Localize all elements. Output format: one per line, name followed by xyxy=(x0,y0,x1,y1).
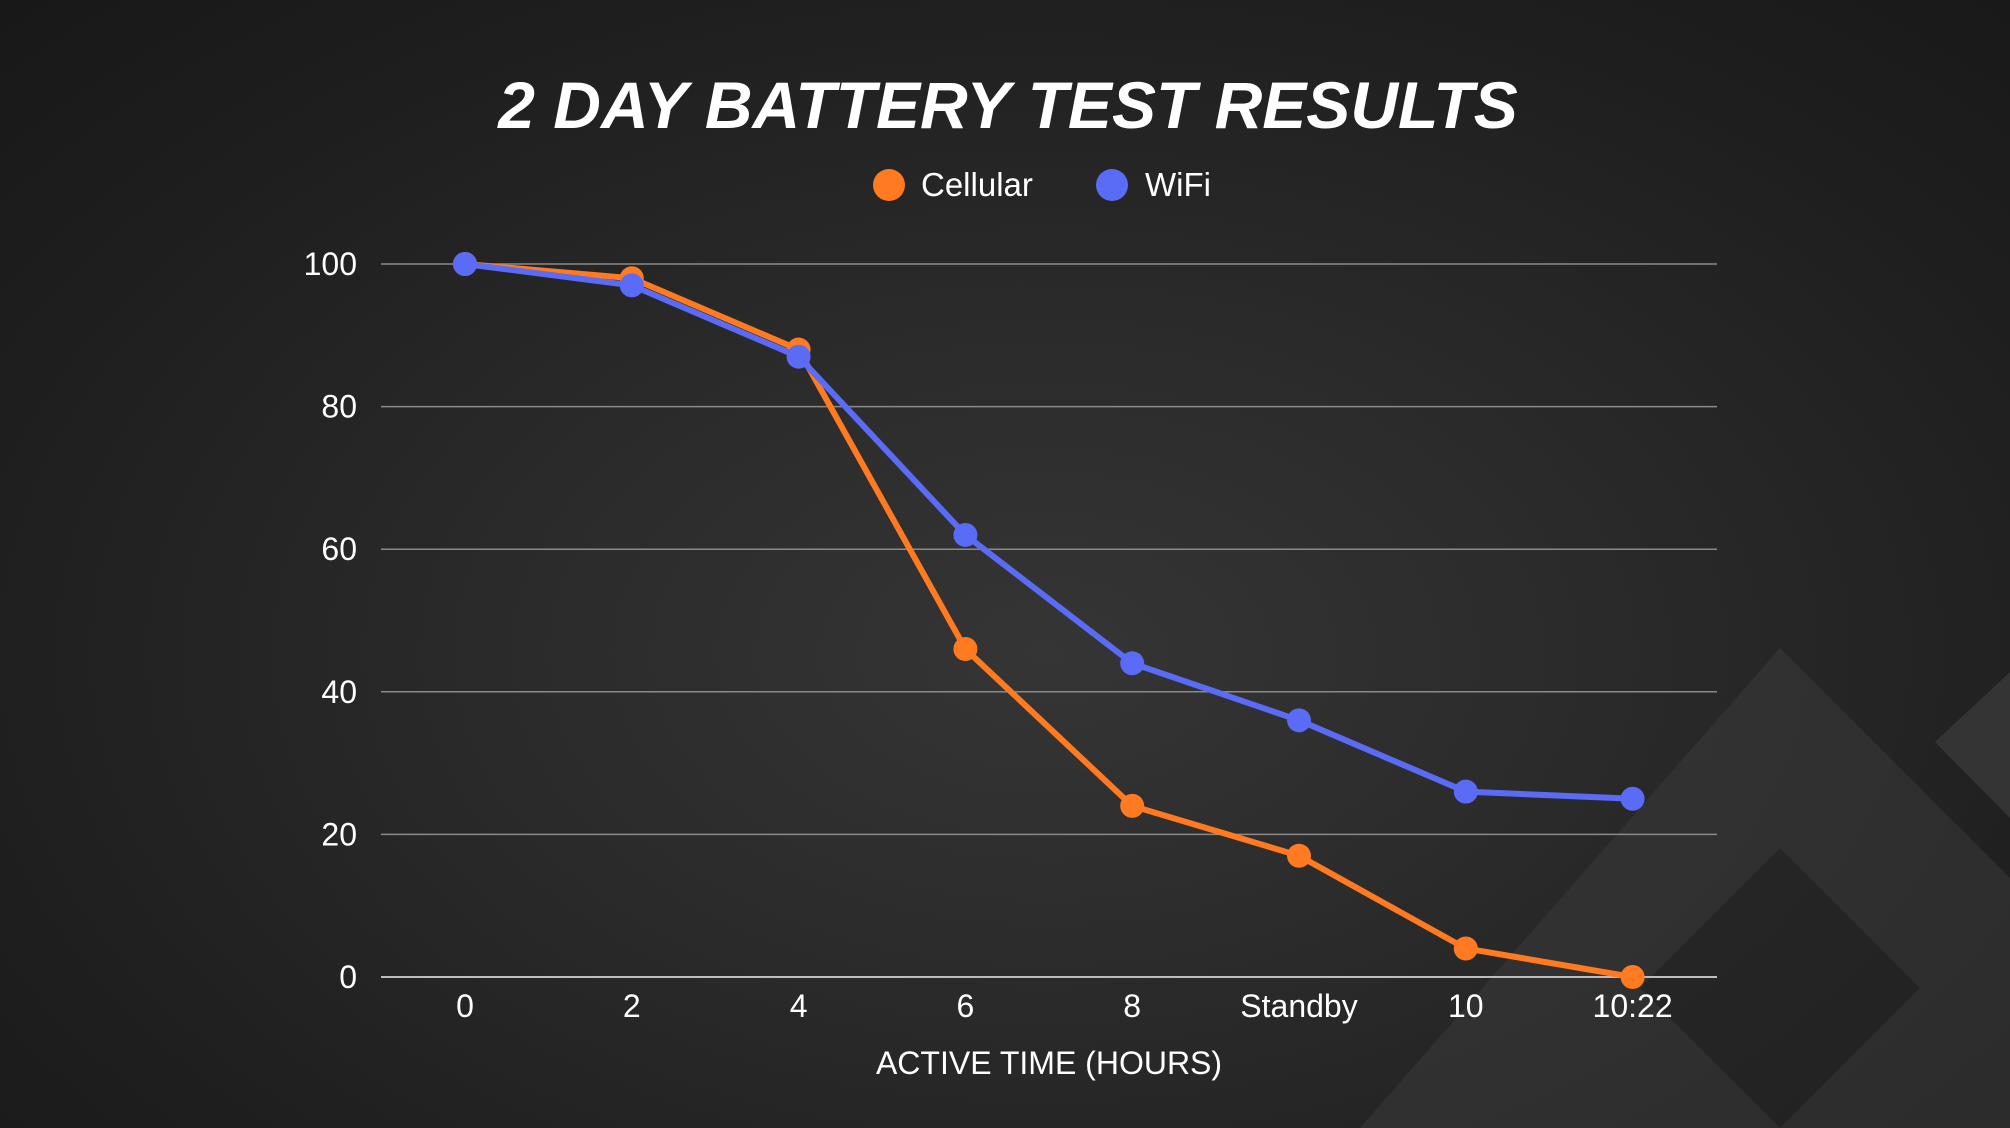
data-point-wifi xyxy=(786,344,811,369)
y-tick-label: 100 xyxy=(304,246,357,282)
series-line-wifi xyxy=(462,261,1636,802)
legend-wifi-marker xyxy=(1096,169,1128,201)
data-point-cellular xyxy=(953,637,978,662)
data-point-wifi xyxy=(1453,779,1478,804)
series-wifi xyxy=(453,252,1645,811)
y-axis: 0 20 40 60 80 100 xyxy=(304,246,357,995)
y-tick-label: 0 xyxy=(339,959,357,995)
series-layer xyxy=(453,252,1645,989)
data-point-wifi xyxy=(453,252,477,276)
chart-title: 2 DAY BATTERY TEST RESULTS xyxy=(496,68,1518,142)
x-tick-label: 0 xyxy=(456,988,474,1024)
x-tick-label: 8 xyxy=(1123,988,1141,1024)
series-line-cellular xyxy=(462,261,1636,980)
data-point-wifi xyxy=(619,273,644,298)
y-tick-label: 20 xyxy=(321,816,357,852)
legend-cellular-marker xyxy=(873,169,905,201)
data-point-cellular xyxy=(1620,965,1645,989)
y-tick-label: 80 xyxy=(321,389,357,425)
data-point-cellular xyxy=(1120,793,1145,818)
x-tick-label: 10 xyxy=(1448,988,1484,1024)
x-tick-label: 10:22 xyxy=(1593,988,1673,1024)
legend: Cellular WiFi xyxy=(873,166,1211,203)
data-point-cellular xyxy=(1287,843,1311,868)
data-point-wifi xyxy=(1287,708,1311,733)
series-cellular xyxy=(453,252,1645,989)
data-point-wifi xyxy=(1620,786,1645,811)
x-tick-label: 6 xyxy=(957,988,975,1024)
x-axis-label: ACTIVE TIME (HOURS) xyxy=(876,1045,1222,1081)
x-tick-label: Standby xyxy=(1240,988,1357,1024)
background-decoration xyxy=(1360,648,2010,1128)
legend-wifi-label: WiFi xyxy=(1145,166,1211,203)
x-tick-label: 2 xyxy=(623,988,641,1024)
x-tick-label: 4 xyxy=(790,988,808,1024)
legend-cellular-label: Cellular xyxy=(921,166,1033,203)
x-axis: 0 2 4 6 8 Standby 10 10:22 xyxy=(456,988,1673,1024)
y-tick-label: 40 xyxy=(321,674,357,710)
data-point-wifi xyxy=(953,522,978,547)
y-tick-label: 60 xyxy=(321,531,357,567)
gridlines xyxy=(381,263,1717,978)
data-point-wifi xyxy=(1120,651,1145,676)
data-point-cellular xyxy=(1453,936,1478,961)
